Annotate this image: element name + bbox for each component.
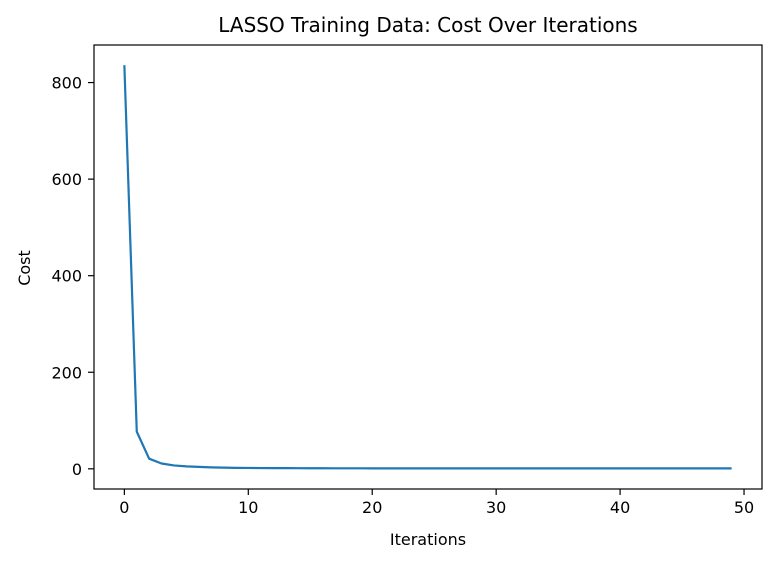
series-line-0	[123, 65, 732, 470]
y-tick-label: 800	[51, 74, 82, 93]
y-tick-label: 200	[51, 363, 82, 382]
axes-frame	[93, 44, 763, 490]
y-tick-label: 400	[51, 267, 82, 286]
chart-title: LASSO Training Data: Cost Over Iteration…	[218, 13, 637, 37]
x-axis-label: Iterations	[390, 530, 466, 549]
x-tick-label: 10	[238, 498, 258, 517]
y-axis-label: Cost	[15, 250, 34, 286]
plot-area: 0 10 20 30 40 50 0 200 400 600 800	[51, 44, 763, 517]
x-tick-label: 30	[486, 498, 506, 517]
x-tick-label: 0	[119, 498, 129, 517]
y-tick-label: 0	[72, 460, 82, 479]
x-tick-label: 50	[734, 498, 754, 517]
x-tick-label: 20	[362, 498, 382, 517]
y-tick-label: 600	[51, 170, 82, 189]
x-tick-label: 40	[610, 498, 630, 517]
